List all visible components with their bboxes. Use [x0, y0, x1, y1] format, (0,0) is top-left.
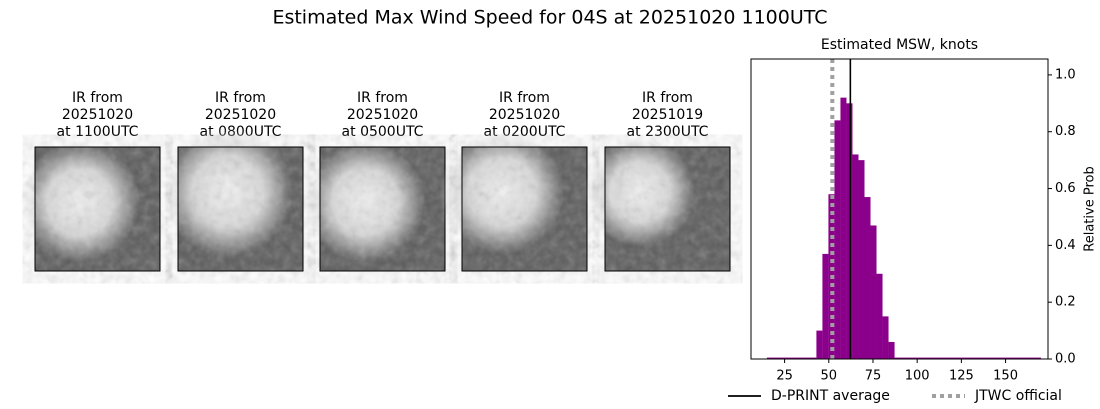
x-tick-label: 125 — [949, 369, 974, 384]
x-tick-label: 75 — [865, 369, 882, 384]
bar — [894, 357, 1041, 359]
ir-image — [305, 142, 446, 272]
ir-image — [585, 137, 731, 272]
ir-image — [440, 130, 588, 272]
bar — [870, 225, 877, 359]
axes-title: Estimated MSW, knots — [821, 37, 978, 53]
image-label: 20251020 — [205, 107, 276, 123]
y-tick-label: 0.2 — [1055, 295, 1076, 310]
texture — [605, 147, 730, 271]
texture — [462, 147, 587, 271]
image-label: at 1100UTC — [57, 124, 139, 140]
bar — [846, 103, 853, 360]
bar — [840, 97, 847, 360]
bar — [834, 120, 841, 359]
image-label: 20251020 — [62, 107, 133, 123]
bar — [816, 330, 823, 359]
image-label: IR from — [215, 90, 266, 106]
image-label: at 2300UTC — [627, 124, 709, 140]
y-tick-label: 0.0 — [1055, 352, 1076, 367]
texture — [320, 147, 445, 271]
figure-title: Estimated Max Wind Speed for 04S at 2025… — [272, 7, 827, 29]
x-tick-label: 150 — [993, 369, 1018, 384]
texture — [178, 147, 303, 271]
image-label: 20251019 — [632, 107, 703, 123]
image-label: IR from — [357, 90, 408, 106]
y-tick-label: 0.6 — [1055, 181, 1076, 196]
bar — [822, 253, 829, 359]
y-tick-label: 0.4 — [1055, 238, 1076, 253]
bar — [888, 341, 895, 359]
ir-image — [20, 142, 161, 272]
image-frame — [34, 146, 161, 272]
x-tick-label: 25 — [776, 369, 793, 384]
x-tick-label: 100 — [905, 369, 930, 384]
image-frame — [177, 146, 304, 272]
ir-image — [163, 127, 304, 272]
image-frame — [461, 146, 588, 272]
image-label: IR from — [642, 90, 693, 106]
bar — [858, 160, 865, 359]
y-tick-label: 0.8 — [1055, 124, 1076, 139]
y-tick-label: 1.0 — [1055, 67, 1076, 82]
axes-frame — [750, 58, 1049, 360]
y-axis-label: Relative Prob — [1083, 166, 1098, 251]
texture — [35, 147, 160, 271]
legend-label: D-PRINT average — [771, 388, 890, 404]
bar — [852, 154, 859, 359]
image-label: at 0500UTC — [342, 124, 424, 140]
x-tick-label: 50 — [821, 369, 838, 384]
image-label: IR from — [72, 90, 123, 106]
image-frame — [604, 146, 731, 272]
bar — [864, 197, 871, 359]
image-label: 20251020 — [347, 107, 418, 123]
image-label: 20251020 — [489, 107, 560, 123]
legend-label: JTWC official — [974, 388, 1062, 404]
bar — [882, 316, 889, 359]
bar — [766, 357, 817, 359]
image-label: IR from — [499, 90, 550, 106]
bar — [876, 273, 883, 359]
